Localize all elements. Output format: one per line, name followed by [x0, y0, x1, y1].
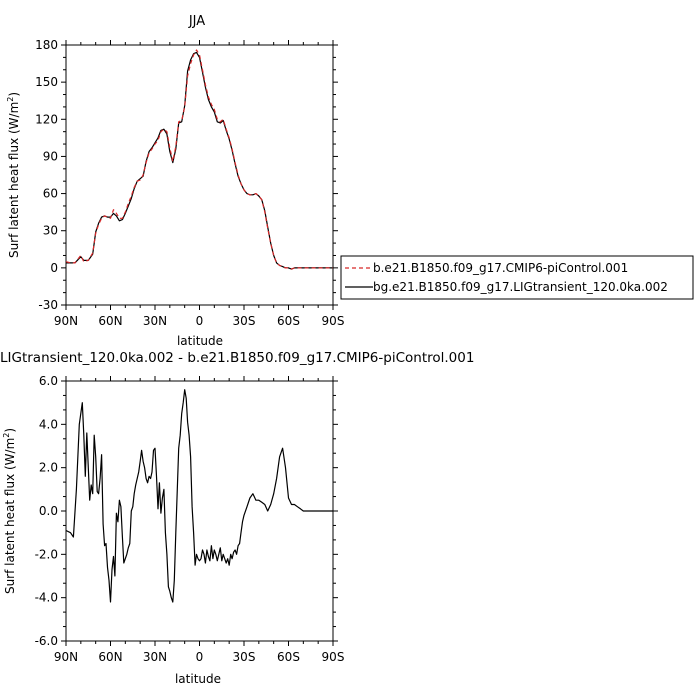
panel-top-title: JJA	[188, 14, 205, 29]
x-tick-label: 90N	[54, 314, 78, 328]
panel-top-y-axis-label-sup: 2	[6, 97, 15, 102]
panel-bottom-plot-frame	[65, 380, 334, 642]
legend-item-0: b.e21.B1850.f09_g17.CMIP6-piControl.001	[345, 261, 628, 275]
panel-bottom: LIGtransient_120.0ka.002 - b.e21.B1850.f…	[0, 350, 474, 686]
y-tick-label: 2.0	[39, 461, 58, 475]
x-tick-label: 60S	[277, 650, 300, 664]
y-tick-label: 0	[50, 261, 58, 275]
panel-top-x-axis-label: latitude	[177, 334, 223, 348]
y-tick-label: -30	[38, 298, 58, 312]
panel-top-y-axis-label-tail: )	[7, 92, 21, 97]
legend-label-0: b.e21.B1850.f09_g17.CMIP6-piControl.001	[373, 261, 628, 275]
y-tick-label: -2.0	[35, 547, 58, 561]
series-line-0	[65, 49, 333, 270]
x-tick-label: 30N	[143, 650, 167, 664]
x-tick-label: 30S	[233, 650, 256, 664]
panel-top-y-axis-label: Surf latent heat flux (W/m2)	[6, 92, 21, 258]
legend-item-1: bg.e21.B1850.f09_g17.LIGtransient_120.0k…	[345, 280, 668, 294]
legend-box	[340, 255, 694, 300]
panel-bottom-title: LIGtransient_120.0ka.002 - b.e21.B1850.f…	[0, 350, 474, 366]
panel-top-plot-frame	[65, 44, 334, 306]
panel-top: JJA -30 0 30 60 90 120 150 180 90N 60N 30N 0 30S 60S…	[6, 14, 694, 348]
panel-bottom-y-axis-label: Surf latent heat flux (W/m2)	[2, 428, 17, 594]
x-tick-label: 0	[196, 314, 204, 328]
panel-bottom-y-axis: -6.0 -4.0 -2.0 0.0 2.0 4.0 6.0	[35, 374, 338, 648]
y-tick-label: 30	[43, 224, 58, 238]
panel-top-y-axis-label-main: Surf latent heat flux (W/m	[7, 102, 21, 258]
panel-bottom-y-axis-label-main: Surf latent heat flux (W/m	[3, 438, 17, 594]
legend: b.e21.B1850.f09_g17.CMIP6-piControl.001 …	[340, 255, 694, 300]
y-tick-label: 60	[43, 187, 58, 201]
y-tick-label: 0.0	[39, 504, 58, 518]
panel-bottom-x-axis: 90N 60N 30N 0 30S 60S 90S	[54, 376, 345, 664]
x-tick-label: 0	[196, 650, 204, 664]
x-tick-label: 90S	[322, 314, 345, 328]
x-tick-label: 30S	[233, 314, 256, 328]
y-tick-label: -6.0	[35, 634, 58, 648]
panel-bottom-series	[65, 389, 333, 603]
panel-bottom-y-axis-label-sup: 2	[2, 433, 11, 438]
panel-top-x-axis: 90N 60N 30N 0 30S 60S 90S	[54, 40, 345, 328]
x-tick-label: 60N	[98, 314, 122, 328]
y-tick-label: 150	[35, 75, 58, 89]
panel-bottom-y-axis-label-tail: )	[3, 428, 17, 433]
y-tick-label: 90	[43, 149, 58, 163]
y-tick-label: 180	[35, 38, 58, 52]
x-tick-label: 60N	[98, 650, 122, 664]
x-tick-label: 30N	[143, 314, 167, 328]
panel-top-y-axis: -30 0 30 60 90 120 150 180	[35, 38, 338, 312]
panel-top-series	[65, 49, 333, 270]
panel-bottom-x-axis-label: latitude	[175, 672, 221, 686]
y-tick-label: -4.0	[35, 591, 58, 605]
series-line-0	[65, 389, 333, 603]
y-tick-label: 120	[35, 112, 58, 126]
series-line-1	[66, 51, 333, 270]
x-tick-label: 90S	[322, 650, 345, 664]
y-tick-label: 4.0	[39, 417, 58, 431]
legend-label-1: bg.e21.B1850.f09_g17.LIGtransient_120.0k…	[373, 280, 668, 294]
x-tick-label: 60S	[277, 314, 300, 328]
y-tick-label: 6.0	[39, 374, 58, 388]
x-tick-label: 90N	[54, 650, 78, 664]
